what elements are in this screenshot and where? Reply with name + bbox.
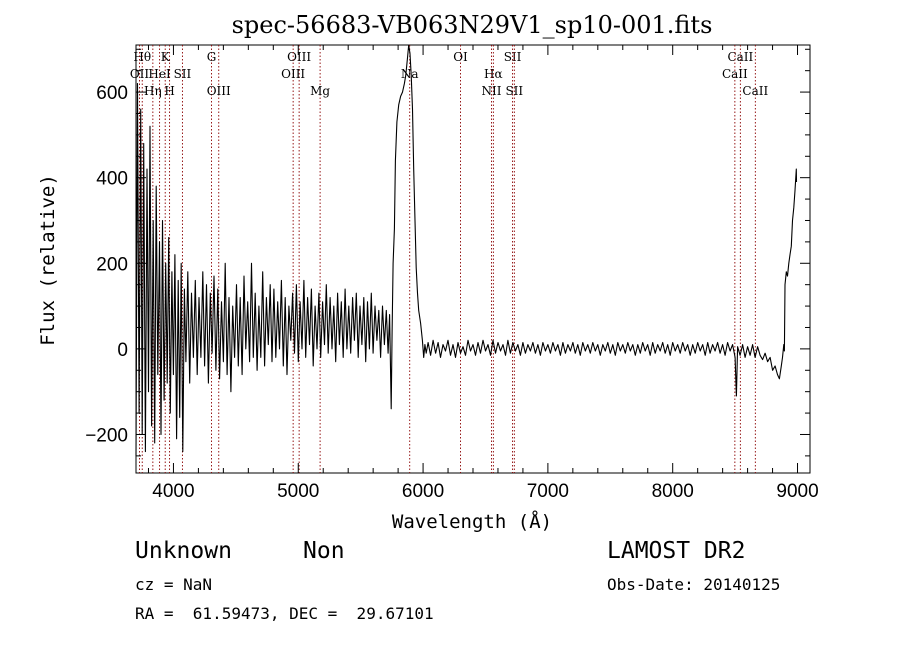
x-tick-label-0: 4000 — [152, 481, 194, 502]
line-label-13: OI — [453, 50, 468, 64]
y-tick-label-3: 400 — [96, 169, 128, 190]
chart-title: spec-56683-VB063N29V1_sp10-001.fits — [232, 11, 713, 39]
line-label-20: CaII — [742, 84, 768, 98]
coordinates-text: RA = 61.59473, DEC = 29.67101 — [135, 604, 434, 623]
emission-line-markers: HθOIIHηKHeIHSIIGOIIIOIIIOIIIMgNaOIHαNIIS… — [130, 45, 768, 473]
y-tick-label-1: 0 — [117, 340, 128, 361]
line-label-7: G — [207, 50, 217, 64]
line-label-5: H — [164, 84, 174, 98]
observation-date: Obs-Date: 20140125 — [607, 575, 781, 594]
x-tick-label-3: 7000 — [527, 481, 569, 502]
line-label-19: CaII — [722, 67, 748, 81]
line-label-0: Hθ — [133, 50, 151, 64]
line-label-18: CaII — [727, 50, 753, 64]
line-label-15: NII — [481, 84, 501, 98]
x-axis-label: Wavelength (Å) — [392, 510, 552, 533]
x-tick-label-5: 9000 — [776, 481, 818, 502]
object-subclass: Non — [303, 538, 345, 564]
line-label-6: SII — [174, 67, 192, 81]
line-label-16: SII — [504, 50, 522, 64]
survey-name: LAMOST DR2 — [607, 538, 746, 564]
spectrum-line — [135, 44, 798, 456]
y-tick-label-0: −200 — [85, 425, 128, 446]
redshift-text: cz = NaN — [135, 575, 213, 594]
line-label-11: Mg — [310, 84, 330, 98]
x-tick-label-2: 6000 — [402, 481, 444, 502]
line-label-3: K — [161, 50, 171, 64]
y-tick-label-2: 200 — [96, 254, 128, 275]
line-label-2: Hη — [144, 84, 162, 98]
line-label-1: OII — [130, 67, 150, 81]
line-label-12: Na — [401, 67, 419, 81]
x-tick-label-1: 5000 — [277, 481, 319, 502]
line-label-4: HeI — [148, 67, 171, 81]
x-tick-label-4: 8000 — [652, 481, 694, 502]
plot-frame — [135, 44, 811, 474]
y-tick-label-4: 600 — [96, 83, 128, 104]
object-class: Unknown — [135, 538, 232, 564]
line-label-14: Hα — [484, 67, 503, 81]
axis-ticks: 4000 5000 6000 7000 8000 9000 −200 0 200 400 600 — [85, 45, 819, 502]
line-label-17: SII — [505, 84, 523, 98]
line-label-8: OIII — [207, 84, 231, 98]
y-axis-label: Flux (relative) — [37, 174, 59, 346]
line-label-9: OIII — [287, 50, 311, 64]
line-label-10: OIII — [281, 67, 305, 81]
